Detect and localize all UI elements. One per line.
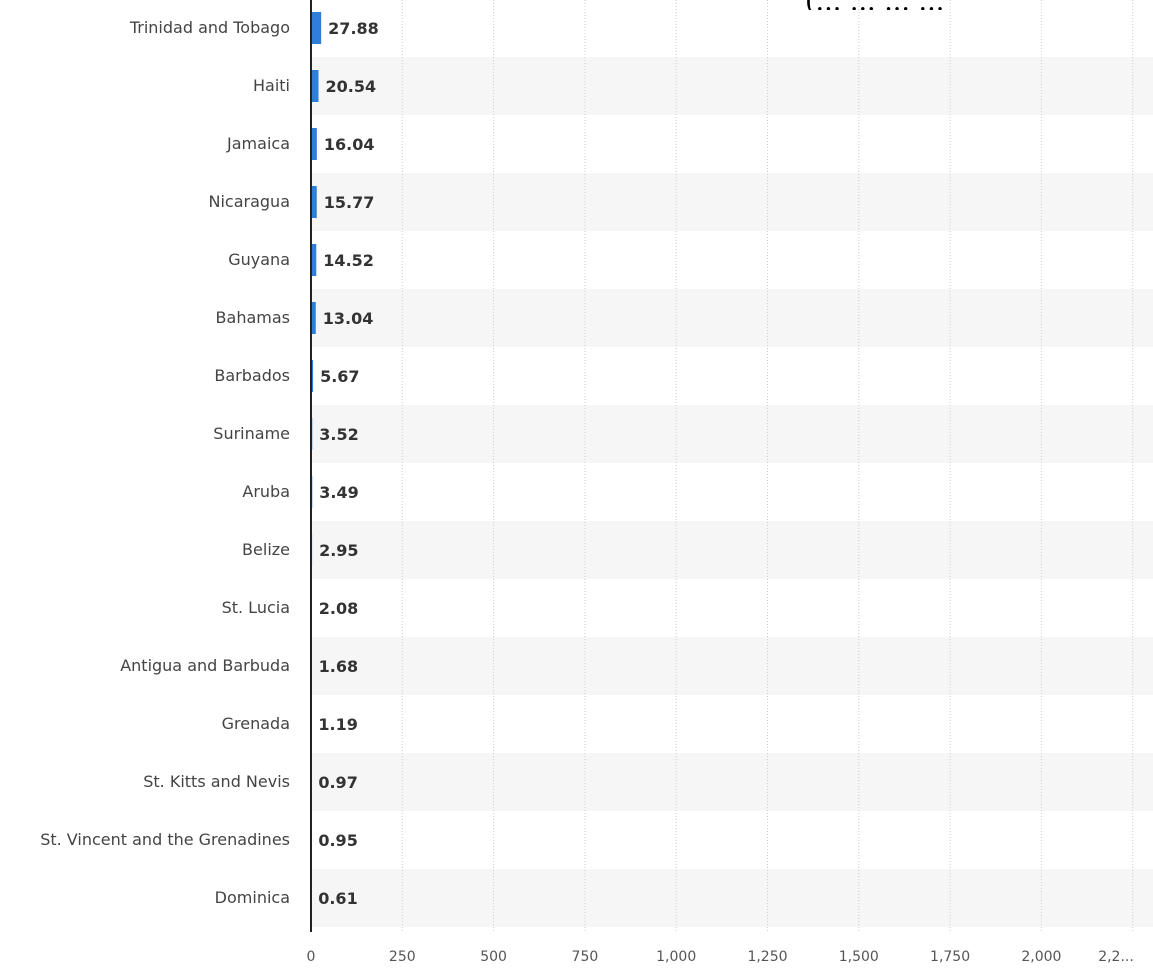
value-label: 3.49 [319,483,358,502]
bar [311,12,322,44]
category-label: Haiti [253,76,290,95]
category-label: Trinidad and Tobago [129,18,290,37]
value-label: 3.52 [319,425,358,444]
value-label: 16.04 [324,135,375,154]
row-band [311,173,1153,231]
value-label: 1.68 [319,657,358,676]
category-label: Bahamas [216,308,290,327]
row-band [311,753,1153,811]
value-label: 5.67 [320,367,359,386]
value-label: 2.08 [319,599,358,618]
category-label: Guyana [228,250,290,269]
bar [311,186,317,218]
bar [311,244,317,276]
category-label: Grenada [222,714,290,733]
value-label: 13.04 [323,309,374,328]
category-label: St. Kitts and Nevis [143,772,290,791]
row-band [311,405,1153,463]
value-label: 14.52 [323,251,374,270]
category-label: Dominica [215,888,290,907]
x-tick-label: 2,000 [1021,949,1061,965]
category-label: Belize [242,540,290,559]
category-label: Jamaica [226,134,290,153]
value-label: 27.88 [328,19,379,38]
row-band [311,289,1153,347]
x-tick-label: 500 [480,949,507,965]
category-label: St. Lucia [222,598,290,617]
category-label: Barbados [214,366,290,385]
value-label: 15.77 [324,193,375,212]
x-tick-label: 250 [389,949,416,965]
x-tick-label: 1,250 [747,949,787,965]
row-band [311,869,1153,927]
x-tick-label: 1,000 [656,949,696,965]
category-label: St. Vincent and the Grenadines [40,830,290,849]
x-tick-label: 2,2... [1098,949,1134,965]
bar [311,360,314,392]
value-label: 2.95 [319,541,358,560]
x-tick-label: 1,500 [839,949,879,965]
row-band [311,521,1153,579]
value-label: 20.54 [326,77,377,96]
clipped-header-text: (... ... ... ... [805,0,1153,10]
category-label: Antigua and Barbuda [120,656,290,675]
value-label: 0.95 [318,831,357,850]
bar [311,128,317,160]
bar [311,302,316,334]
row-band [311,57,1153,115]
row-band [311,637,1153,695]
category-label: Aruba [242,482,290,501]
x-tick-label: 1,750 [930,949,970,965]
category-label: Nicaragua [209,192,291,211]
category-label: Suriname [213,424,290,443]
value-label: 0.97 [318,773,357,792]
value-label: 0.61 [318,889,357,908]
x-tick-label: 750 [572,949,599,965]
value-label: 1.19 [318,715,357,734]
x-tick-label: 0 [307,949,316,965]
bar [311,70,319,102]
